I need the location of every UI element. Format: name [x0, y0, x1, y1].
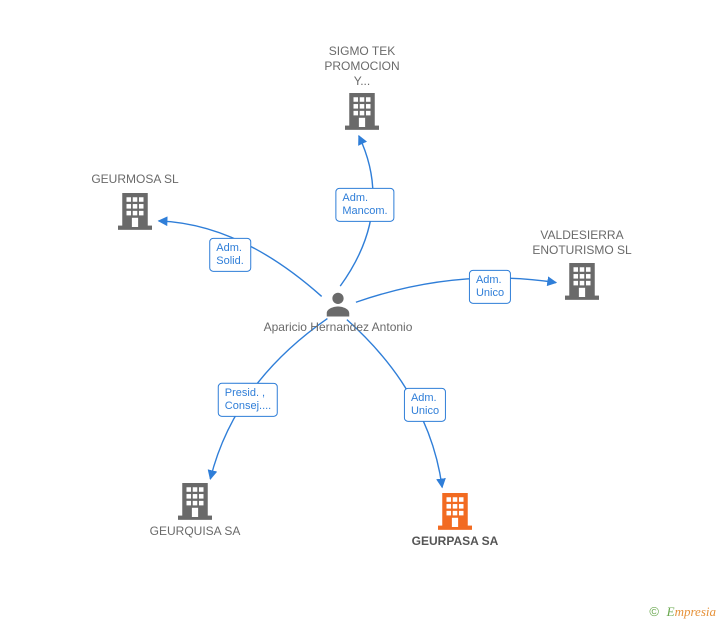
copyright-symbol: ©	[649, 604, 659, 619]
edge-label: Adm. Solid.	[209, 238, 251, 272]
edge-label: Adm. Mancom.	[335, 188, 394, 222]
node-label: GEURPASA SA	[412, 534, 499, 549]
copyright: © Empresia	[649, 604, 716, 620]
node-label: GEURQUISA SA	[150, 524, 241, 539]
edge-label: Presid. , Consej....	[218, 383, 278, 417]
edge-label: Adm. Unico	[469, 270, 511, 304]
building-icon	[438, 490, 472, 530]
node-label: VALDESIERRA ENOTURISMO SL	[532, 228, 631, 258]
building-icon	[345, 90, 379, 130]
node-label: SIGMO TEK PROMOCION Y...	[324, 44, 399, 89]
building-icon	[178, 480, 212, 520]
diagram-stage: Aparicio Hernandez Antonio SIGMO TEK PRO…	[0, 0, 728, 630]
building-icon	[565, 260, 599, 300]
building-icon	[118, 190, 152, 230]
center-node-label: Aparicio Hernandez Antonio	[264, 320, 413, 335]
edge-label: Adm. Unico	[404, 388, 446, 422]
node-label: GEURMOSA SL	[91, 172, 178, 187]
person-icon	[323, 289, 353, 319]
copyright-brand: Empresia	[667, 604, 716, 619]
edge	[356, 278, 556, 302]
